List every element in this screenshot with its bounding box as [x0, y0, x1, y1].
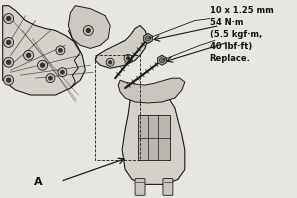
Circle shape: [159, 58, 165, 63]
Circle shape: [6, 77, 11, 83]
Circle shape: [40, 63, 45, 68]
Circle shape: [46, 74, 55, 83]
Polygon shape: [95, 26, 148, 68]
Circle shape: [48, 76, 53, 81]
Circle shape: [37, 60, 48, 70]
Circle shape: [83, 26, 93, 35]
Circle shape: [6, 60, 11, 65]
Circle shape: [4, 37, 14, 47]
Circle shape: [106, 58, 114, 66]
Polygon shape: [68, 6, 110, 48]
Circle shape: [126, 56, 130, 60]
Circle shape: [56, 46, 65, 55]
Circle shape: [26, 53, 31, 58]
Circle shape: [108, 60, 112, 64]
Polygon shape: [3, 6, 85, 95]
Polygon shape: [144, 33, 152, 43]
Text: A: A: [34, 177, 43, 187]
Circle shape: [146, 36, 151, 41]
FancyBboxPatch shape: [135, 178, 145, 195]
Circle shape: [86, 28, 91, 33]
Text: 10 x 1.25 mm
54 N·m
(5.5 kgf·m,
40 lbf·ft)
Replace.: 10 x 1.25 mm 54 N·m (5.5 kgf·m, 40 lbf·f…: [210, 6, 274, 63]
FancyBboxPatch shape: [163, 178, 173, 195]
Circle shape: [6, 40, 11, 45]
Circle shape: [4, 75, 14, 85]
Circle shape: [6, 16, 11, 21]
Circle shape: [4, 14, 14, 24]
Polygon shape: [122, 93, 185, 184]
Bar: [138, 115, 170, 160]
Circle shape: [58, 48, 63, 53]
Circle shape: [124, 54, 132, 62]
Circle shape: [4, 57, 14, 67]
Polygon shape: [158, 55, 166, 65]
Bar: [95, 55, 140, 160]
Circle shape: [23, 50, 34, 60]
Polygon shape: [118, 78, 185, 103]
Circle shape: [60, 70, 65, 75]
Circle shape: [58, 68, 67, 77]
